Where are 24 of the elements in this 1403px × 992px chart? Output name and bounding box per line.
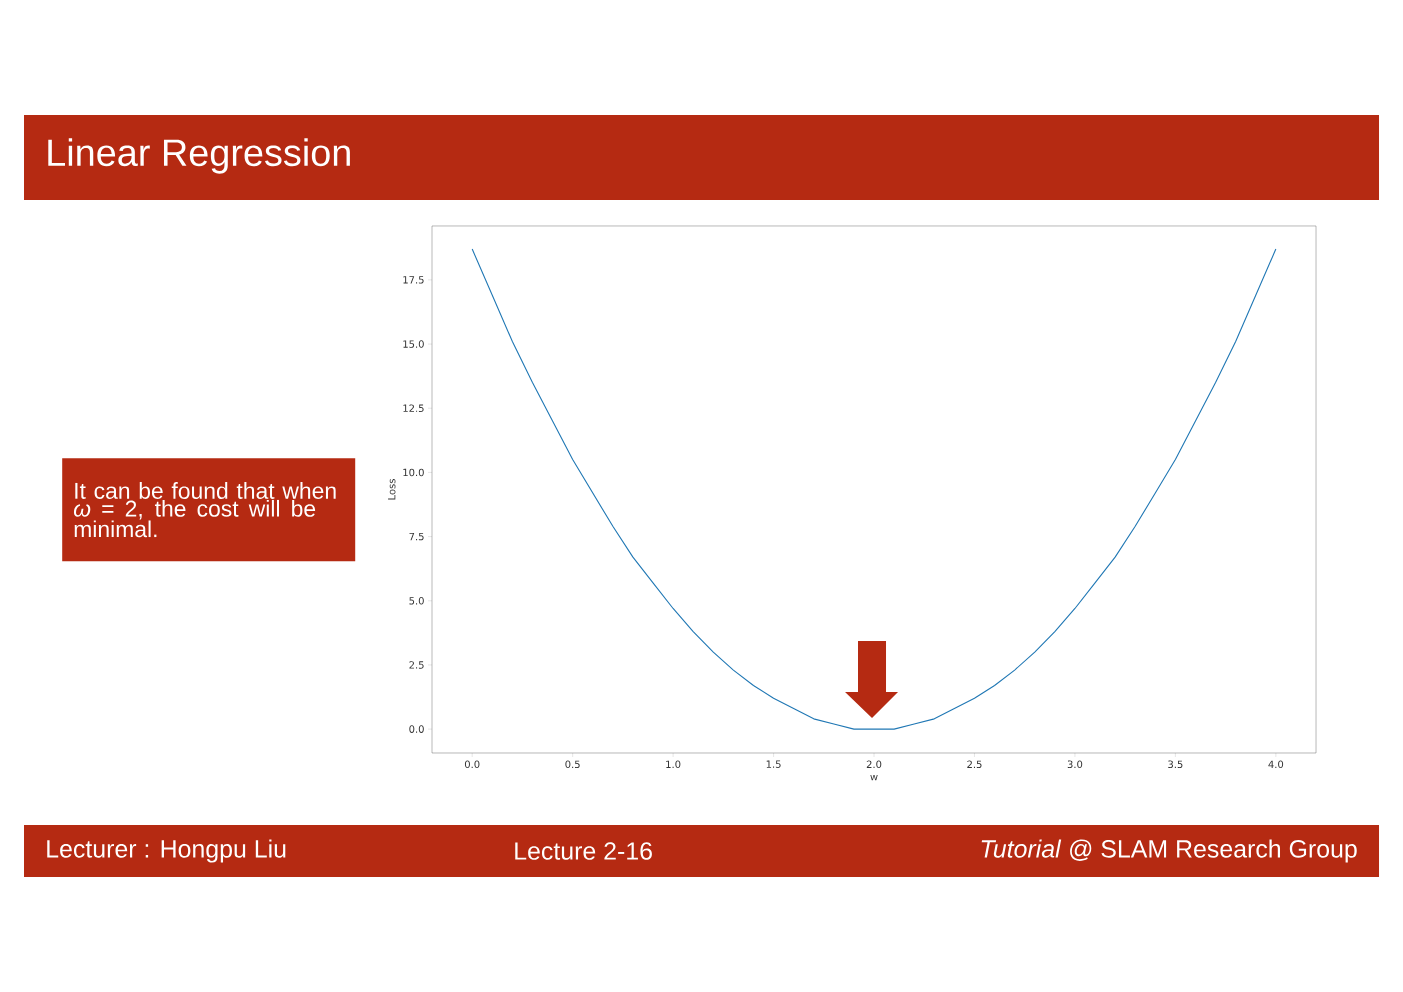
text: Tutorial @ SLAM Research Group — [981, 839, 1357, 863]
x-tick-label: 1.5 — [766, 760, 781, 768]
y-tick-label: 5.0 — [409, 596, 424, 605]
y-tick-label: 0.0 — [409, 725, 424, 733]
text: It can be found that when ω = 2, the cost will be minimal. — [73, 482, 336, 538]
y-tick-label: 12.5 — [403, 404, 424, 413]
x-tick-label: 3.0 — [1067, 760, 1083, 769]
text: Lecturer : Hongpu Liu — [47, 839, 286, 863]
y-tick-label: 10.0 — [403, 468, 424, 477]
x-tick-label: 0.5 — [565, 760, 580, 769]
y-tick-label: 7.5 — [409, 532, 424, 541]
x-tick-label: 2.5 — [967, 760, 982, 769]
y-axis-title: Loss — [388, 479, 396, 500]
x-tick-label: 3.5 — [1168, 760, 1183, 769]
x-tick-label: 2.0 — [866, 760, 882, 769]
chart-title: Linear Regression — [48, 138, 350, 174]
x-tick-label: 4.0 — [1268, 760, 1284, 769]
text: Lecture 2-16 — [515, 842, 652, 860]
x-tick-label: 0.0 — [464, 760, 480, 769]
y-tick-label: 15.0 — [403, 340, 424, 348]
y-tick-label: 17.5 — [403, 276, 424, 284]
y-tick-label: 2.5 — [409, 661, 424, 669]
x-tick-label: 1.0 — [666, 760, 681, 769]
x-axis-title: w — [870, 774, 878, 781]
